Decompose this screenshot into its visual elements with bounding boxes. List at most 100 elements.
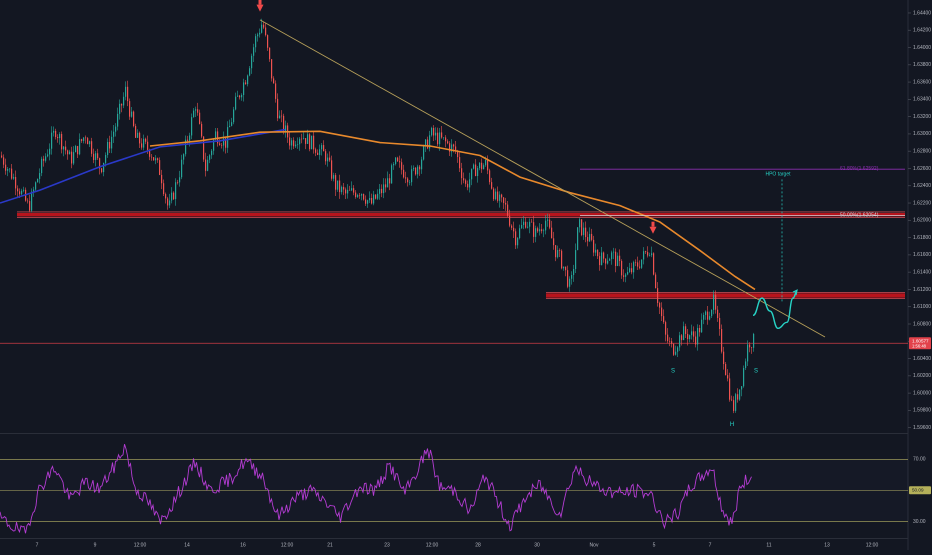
candle-body <box>679 335 681 348</box>
candle-body <box>347 189 349 194</box>
current-price-countdown: 1:56:48 <box>912 343 927 348</box>
price-tick-label: 1.59800 <box>913 408 931 414</box>
candle-body <box>377 193 379 199</box>
candle-body <box>661 307 663 317</box>
candle-body <box>93 153 95 160</box>
candle-body <box>341 186 343 193</box>
down-arrow-icon[interactable] <box>649 226 657 234</box>
candle-body <box>479 162 481 169</box>
candle-body <box>611 252 613 260</box>
candle-body <box>17 188 19 192</box>
candle-body <box>523 221 525 226</box>
candle-body <box>747 344 749 362</box>
price-pane[interactable]: 61.80%(1.62592) 50.00%(1.62054) HPO target… <box>0 0 908 428</box>
candle-body <box>695 336 697 345</box>
candle-body <box>45 156 47 161</box>
candle-body <box>337 180 339 190</box>
candle-body <box>699 327 701 333</box>
ema-orange-line[interactable] <box>149 130 756 291</box>
candle-body <box>235 96 237 110</box>
candle-body <box>541 229 543 232</box>
candle-body <box>667 334 669 342</box>
candle-body <box>37 178 39 183</box>
candle-body <box>591 233 593 240</box>
fib-level-label: 61.80%(1.62592) <box>840 166 879 172</box>
candle-body <box>89 141 91 145</box>
candle-body <box>533 222 535 237</box>
candle-body <box>163 183 165 195</box>
candle-body <box>53 130 55 133</box>
candle-body <box>209 155 211 160</box>
candle-body <box>449 143 451 152</box>
candle-body <box>693 331 695 337</box>
ema-blue-line[interactable] <box>0 128 286 204</box>
price-tick-label: 1.60400 <box>913 356 931 362</box>
candle-body <box>575 250 577 269</box>
candle-body <box>565 266 567 271</box>
candle-body <box>223 138 225 146</box>
candle-body <box>391 165 393 184</box>
rsi-pane[interactable] <box>0 444 908 534</box>
candle-body <box>519 228 521 239</box>
candle-body <box>547 219 549 221</box>
candle-body <box>253 47 255 56</box>
candle-body <box>333 175 335 179</box>
candle-body <box>23 189 25 191</box>
candle-body <box>289 137 291 146</box>
time-tick-label: 21 <box>327 542 333 548</box>
price-tick-label: 1.61200 <box>913 287 931 293</box>
candle-body <box>513 227 515 232</box>
candle-body <box>207 159 209 171</box>
time-tick-label: Nov <box>590 542 599 548</box>
candle-body <box>293 140 295 147</box>
candle-body <box>115 126 117 132</box>
candle-body <box>247 75 249 85</box>
candle-body <box>21 190 23 195</box>
candle-body <box>455 146 457 152</box>
candle-body <box>649 255 651 256</box>
candle-body <box>727 375 729 379</box>
candle-body <box>107 142 109 156</box>
candle-body <box>497 191 499 201</box>
candle-body <box>687 333 689 340</box>
candle-body <box>265 27 267 36</box>
candle-body <box>393 164 395 166</box>
candle-body <box>741 386 743 390</box>
candle-body <box>1 155 3 158</box>
time-tick-label: 12:00 <box>866 542 879 548</box>
price-tick-label: 1.63800 <box>913 62 931 68</box>
support-zone[interactable] <box>17 212 905 217</box>
candle-body <box>665 322 667 335</box>
candle-body <box>739 389 741 400</box>
candle-body <box>385 184 387 188</box>
candle-body <box>647 252 649 256</box>
trendline[interactable] <box>259 19 826 338</box>
candle-body <box>311 135 313 150</box>
projection-path[interactable] <box>752 290 798 330</box>
candle-body <box>537 228 539 232</box>
candle-body <box>719 318 721 329</box>
rsi-line[interactable] <box>0 444 752 534</box>
shoulder-label: S <box>671 368 675 374</box>
down-arrow-icon[interactable] <box>256 4 264 12</box>
candle-body <box>683 326 685 341</box>
candle-body <box>329 157 331 161</box>
support-zone[interactable] <box>546 293 905 298</box>
candle-body <box>69 151 71 155</box>
candle-body <box>133 111 135 126</box>
projection-arrowhead <box>792 289 798 296</box>
candle-body <box>273 78 275 84</box>
candle-body <box>571 274 573 279</box>
candle-body <box>309 134 311 150</box>
candle-body <box>353 188 355 193</box>
candle-body <box>49 148 51 155</box>
candle-body <box>623 275 625 277</box>
candle-body <box>13 177 15 179</box>
candle-body <box>131 111 133 117</box>
candle-body <box>425 139 427 147</box>
candle-body <box>753 333 755 348</box>
grid-layer <box>0 0 909 550</box>
